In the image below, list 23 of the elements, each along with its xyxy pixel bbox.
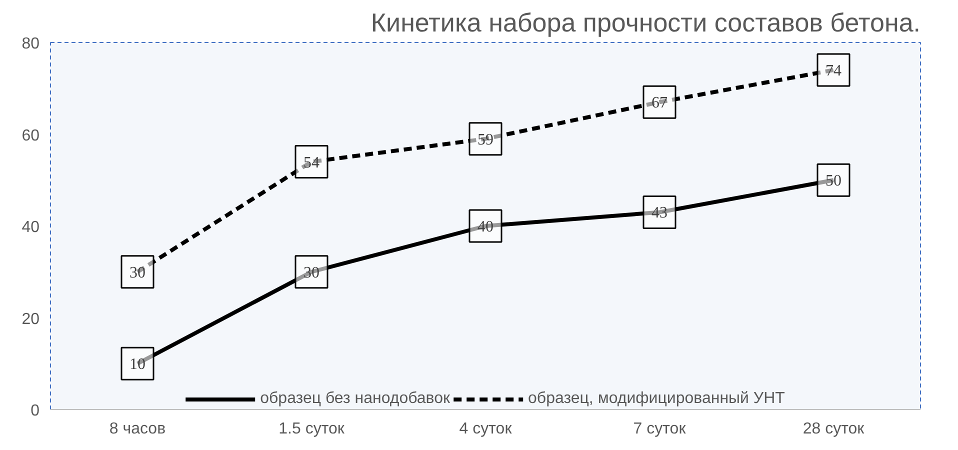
- data-label: 30: [130, 264, 146, 282]
- legend-label: образец, модифицированный УНТ: [528, 390, 785, 408]
- data-label: 50: [826, 172, 842, 190]
- chart-title: Кинетика набора прочности составов бетона.: [370, 8, 921, 38]
- data-label: 59: [478, 131, 494, 148]
- data-label: 74: [826, 62, 842, 80]
- y-tick-label: 60: [22, 127, 40, 144]
- y-tick-label: 0: [30, 402, 40, 420]
- y-tick-label: 20: [22, 310, 40, 328]
- x-tick-label: 28 суток: [802, 420, 866, 438]
- x-tick-label: 1.5 суток: [278, 420, 346, 438]
- x-tick-label: 7 суток: [633, 420, 687, 438]
- data-label: 43: [652, 204, 668, 222]
- x-tick-label: 8 часов: [109, 420, 166, 438]
- data-label: 10: [130, 356, 146, 374]
- y-tick-label: 80: [22, 36, 40, 52]
- data-label: 30: [304, 264, 320, 282]
- data-label: 67: [652, 94, 668, 112]
- data-label: 54: [304, 154, 320, 172]
- legend-label: образец без нанодобавок: [260, 390, 450, 408]
- data-label: 40: [478, 218, 494, 236]
- y-tick-label: 40: [22, 219, 40, 236]
- x-tick-label: 4 суток: [459, 420, 513, 438]
